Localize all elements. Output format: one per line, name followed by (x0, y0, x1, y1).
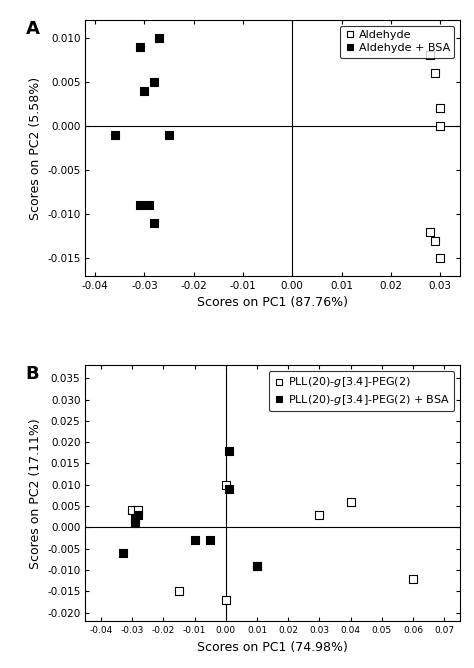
Point (436, 120, 444, 131)
Point (436, 253, 444, 264)
Point (136, 200, 143, 210)
Point (136, 41, 143, 52)
X-axis label: Scores on PC1 (87.76%): Scores on PC1 (87.76%) (197, 297, 348, 309)
Point (135, 505, 142, 516)
Point (253, 560, 261, 571)
Point (427, 50, 434, 61)
Legend: Aldehyde, Aldehyde + BSA: Aldehyde, Aldehyde + BSA (340, 25, 454, 58)
Point (146, 200, 153, 210)
Point (225, 484, 233, 494)
Point (151, 76, 158, 87)
Point (206, 535, 214, 546)
Y-axis label: Scores on PC2 (17.11%): Scores on PC2 (17.11%) (28, 418, 42, 568)
Point (165, 130, 173, 140)
Point (409, 573, 417, 584)
Point (128, 505, 136, 516)
Point (135, 509, 142, 520)
Point (222, 595, 229, 605)
Point (119, 548, 127, 558)
Point (431, 235, 439, 246)
Text: A: A (26, 20, 39, 38)
Point (431, 67, 439, 78)
Point (253, 560, 261, 571)
Point (151, 218, 158, 228)
Point (427, 226, 434, 237)
Point (155, 32, 163, 43)
Point (131, 518, 139, 528)
Point (225, 446, 233, 456)
Point (347, 496, 355, 507)
Point (222, 480, 229, 490)
Y-axis label: Scores on PC2 (5.58%): Scores on PC2 (5.58%) (28, 76, 42, 220)
Point (131, 514, 139, 524)
Point (316, 509, 323, 520)
Point (141, 86, 148, 96)
Point (175, 586, 182, 597)
Point (191, 535, 198, 546)
Point (436, 103, 444, 114)
Point (111, 130, 118, 140)
X-axis label: Scores on PC1 (74.98%): Scores on PC1 (74.98%) (197, 641, 348, 654)
Legend: PLL(20)-$g$[3.4]-PEG(2), PLL(20)-$g$[3.4]-PEG(2) + BSA: PLL(20)-$g$[3.4]-PEG(2), PLL(20)-$g$[3.4… (269, 371, 454, 411)
Text: B: B (26, 365, 39, 383)
